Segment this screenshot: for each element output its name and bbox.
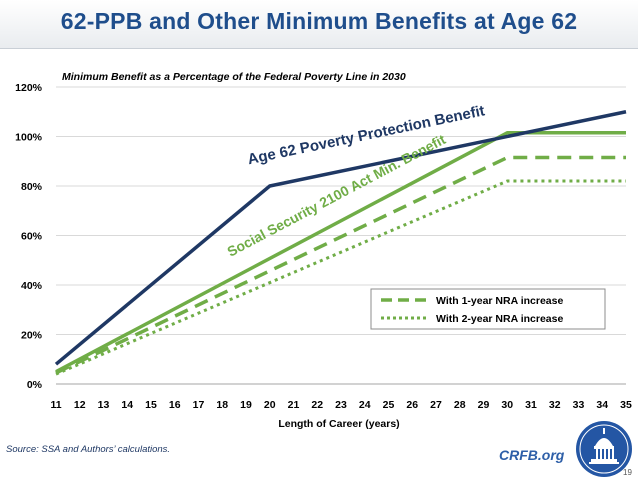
series-line-solid-1 (55, 131, 626, 374)
x-tick-label: 21 (288, 399, 300, 411)
x-tick-label: 30 (501, 399, 513, 411)
capitol-seal-icon (574, 419, 634, 479)
x-axis-label: Length of Career (years) (278, 418, 399, 430)
series-line-dotted-3 (55, 179, 626, 376)
x-tick-label: 14 (121, 399, 133, 411)
brand-link[interactable]: CRFB.org (499, 447, 565, 463)
x-tick-label: 19 (240, 399, 252, 411)
y-tick-label: 60% (21, 231, 43, 243)
series-line-solid-0 (54, 110, 627, 366)
x-tick-label: 15 (145, 399, 157, 411)
legend-label-2yr: With 2-year NRA increase (436, 313, 563, 325)
x-tick-label: 20 (264, 399, 276, 411)
x-tick-label: 22 (311, 399, 323, 411)
x-tick-label: 29 (478, 399, 490, 411)
x-tick-label: 35 (620, 399, 632, 411)
x-tick-label: 32 (549, 399, 561, 411)
x-tick-label: 24 (359, 399, 371, 411)
y-tick-label: 0% (27, 379, 43, 391)
legend-label-1yr: With 1-year NRA increase (436, 295, 563, 307)
legend: With 1-year NRA increase With 2-year NRA… (370, 288, 606, 330)
x-tick-label: 26 (406, 399, 418, 411)
legend-box (370, 288, 606, 330)
series-line-dashed-2 (55, 155, 626, 375)
y-tick-label: 120% (15, 82, 43, 94)
y-tick-label: 100% (15, 132, 43, 144)
y-tick-label: 20% (21, 330, 43, 342)
series-lines (54, 110, 627, 376)
x-tick-label: 34 (596, 399, 608, 411)
x-tick-label: 31 (525, 399, 537, 411)
x-tick-label: 12 (74, 399, 86, 411)
x-tick-label: 11 (50, 399, 61, 411)
series-annotations: Age 62 Poverty Protection BenefitSocial … (224, 102, 486, 259)
y-tick-label: 40% (21, 280, 43, 292)
x-tick-label: 17 (193, 399, 205, 411)
chart-title: Minimum Benefit as a Percentage of the F… (62, 71, 406, 83)
page-number: 19 (623, 468, 632, 477)
y-tick-label: 80% (21, 181, 43, 193)
x-tick-label: 18 (216, 399, 228, 411)
x-tick-label: 27 (430, 399, 442, 411)
x-tick-label: 16 (169, 399, 181, 411)
source-note: Source: SSA and Authors’ calculations. (6, 444, 171, 455)
x-tick-label: 33 (573, 399, 585, 411)
annotation-ppb: Age 62 Poverty Protection Benefit (246, 102, 486, 168)
slide-title: 62-PPB and Other Minimum Benefits at Age… (60, 8, 578, 34)
x-tick-label: 13 (98, 399, 110, 411)
x-tick-label: 28 (454, 399, 466, 411)
title-band (0, 0, 638, 49)
x-tick-label: 25 (383, 399, 395, 411)
x-axis-ticks: 11 12 13 14 15 16 17 18 19 20 21 22 23 24 25 26 27 28 29 30… (50, 399, 632, 411)
y-axis-ticks: 0% 20% 40% 60% 80% 100% 120% (15, 82, 43, 391)
x-tick-label: 23 (335, 399, 347, 411)
